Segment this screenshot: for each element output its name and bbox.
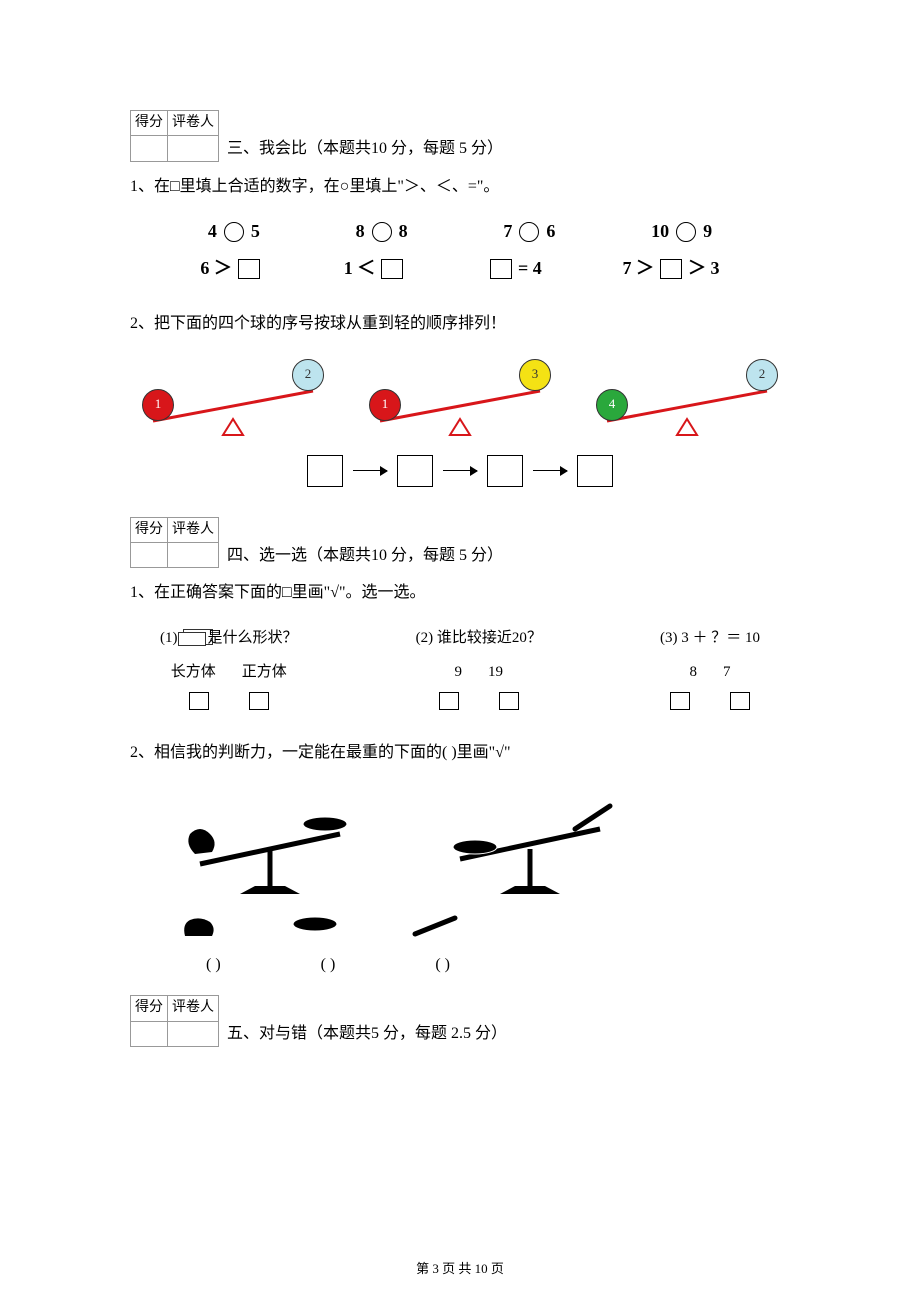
- answer-square[interactable]: [189, 692, 209, 710]
- s4-q2-text: 2、相信我的判断力，一定能在最重的下面的( )里画"√": [130, 740, 790, 766]
- cmp-val: 10: [651, 217, 669, 246]
- score-header: 得分: [131, 517, 168, 542]
- score-cell[interactable]: [131, 1021, 168, 1046]
- seesaw: 1 3: [365, 357, 555, 437]
- order-answer-boxes: [130, 455, 790, 487]
- arrow-icon: [533, 470, 567, 472]
- choice-option: 19: [488, 660, 503, 684]
- section-5-title: 五、对与错（本题共5 分，每题 2.5 分）: [227, 1021, 507, 1047]
- answer-paren[interactable]: ( ): [206, 952, 221, 978]
- choice-label: (1): [160, 630, 178, 646]
- paren-row: ( ) ( ) ( ): [206, 952, 790, 978]
- section-5-header: 得分评卷人 五、对与错（本题共5 分，每题 2.5 分）: [130, 995, 790, 1047]
- cmp-val: 1 ＜: [344, 254, 376, 283]
- grader-cell[interactable]: [168, 542, 219, 567]
- answer-circle[interactable]: [372, 222, 392, 242]
- order-box[interactable]: [487, 455, 523, 487]
- score-box: 得分评卷人: [130, 517, 219, 569]
- cuboid-icon: [178, 632, 206, 646]
- cmp-val: 6: [546, 217, 555, 246]
- answer-square[interactable]: [381, 259, 403, 279]
- choice-option: 长方体: [171, 660, 216, 684]
- choice-question: 谁比较接近20？: [437, 630, 542, 646]
- answer-paren[interactable]: ( ): [435, 952, 450, 978]
- arrow-icon: [443, 470, 477, 472]
- grader-cell[interactable]: [168, 136, 219, 161]
- answer-circle[interactable]: [519, 222, 539, 242]
- pen-icon: [410, 914, 460, 939]
- cmp-val: 7: [503, 217, 512, 246]
- bag-icon: [180, 914, 220, 944]
- score-header: 得分: [131, 111, 168, 136]
- seesaw-row: 1 2 1 3 4 2: [138, 357, 782, 437]
- cmp-row-1: 4 5 8 8 7 6 10 9: [160, 217, 760, 246]
- answer-square[interactable]: [249, 692, 269, 710]
- order-box[interactable]: [307, 455, 343, 487]
- cmp-val: = 4: [518, 254, 542, 283]
- choice-option: 7: [723, 660, 731, 684]
- answer-circle[interactable]: [676, 222, 696, 242]
- choice-question: 是什么形状？: [208, 630, 298, 646]
- cmp-val: 4: [208, 217, 217, 246]
- s3-q1-text: 1、在□里填上合适的数字，在○里填上"＞、＜、="。: [130, 174, 790, 200]
- page-footer: 第 3 页 共 10 页: [0, 1259, 920, 1280]
- section-3-title: 三、我会比（本题共10 分，每题 5 分）: [227, 136, 503, 162]
- grader-header: 评卷人: [168, 996, 219, 1021]
- answer-square[interactable]: [490, 259, 512, 279]
- seesaw: 4 2: [592, 357, 782, 437]
- section-4-title: 四、选一选（本题共10 分，每题 5 分）: [227, 543, 503, 569]
- order-box[interactable]: [397, 455, 433, 487]
- s3-q2-text: 2、把下面的四个球的序号按球从重到轻的顺序排列！: [130, 311, 790, 337]
- seesaw: 1 2: [138, 357, 328, 437]
- answer-square[interactable]: [499, 692, 519, 710]
- grader-cell[interactable]: [168, 1021, 219, 1046]
- answer-square[interactable]: [439, 692, 459, 710]
- cmp-val: ＞ 3: [688, 254, 720, 283]
- cmp-val: 8: [399, 217, 408, 246]
- cmp-val: 8: [356, 217, 365, 246]
- score-cell[interactable]: [131, 542, 168, 567]
- choice-item-3: (3) 3 ＋ ？＝ 10 8 7: [660, 626, 760, 710]
- comparison-block: 4 5 8 8 7 6 10 9 6 ＞ 1 ＜ = 4 7 ＞ ＞ 3: [130, 217, 790, 283]
- score-header: 得分: [131, 996, 168, 1021]
- scale-scene: [170, 784, 760, 904]
- choice-label: (3): [660, 630, 678, 646]
- balance-scale-1-icon: [170, 794, 370, 904]
- cmp-row-2: 6 ＞ 1 ＜ = 4 7 ＞ ＞ 3: [160, 254, 760, 283]
- score-box: 得分评卷人: [130, 995, 219, 1047]
- choice-wrap: (1) 是什么形状？ 长方体 正方体 (2) 谁比较接近20？ 9 19 (3) 3 …: [160, 626, 760, 710]
- answer-paren[interactable]: ( ): [321, 952, 336, 978]
- score-cell[interactable]: [131, 136, 168, 161]
- score-box: 得分评卷人: [130, 110, 219, 162]
- order-box[interactable]: [577, 455, 613, 487]
- section-4-header: 得分评卷人 四、选一选（本题共10 分，每题 5 分）: [130, 517, 790, 569]
- answer-circle[interactable]: [224, 222, 244, 242]
- choice-item-1: (1) 是什么形状？ 长方体 正方体: [160, 626, 298, 710]
- choice-item-2: (2) 谁比较接近20？ 9 19: [416, 626, 542, 710]
- choice-option: 正方体: [242, 660, 287, 684]
- s4-q1-text: 1、在正确答案下面的□里画"√"。选一选。: [130, 580, 790, 606]
- eraser-icon: [290, 914, 340, 934]
- objects-row: [180, 914, 790, 944]
- answer-square[interactable]: [670, 692, 690, 710]
- answer-square[interactable]: [660, 259, 682, 279]
- cmp-val: 9: [703, 217, 712, 246]
- choice-question: 3 ＋ ？＝ 10: [681, 630, 760, 646]
- cmp-val: 6 ＞: [200, 254, 232, 283]
- choice-label: (2): [416, 630, 434, 646]
- arrow-icon: [353, 470, 387, 472]
- answer-square[interactable]: [238, 259, 260, 279]
- cmp-val: 5: [251, 217, 260, 246]
- section-3-header: 得分评卷人 三、我会比（本题共10 分，每题 5 分）: [130, 110, 790, 162]
- choice-option: 9: [454, 660, 462, 684]
- cmp-val: 7 ＞: [623, 254, 655, 283]
- grader-header: 评卷人: [168, 517, 219, 542]
- grader-header: 评卷人: [168, 111, 219, 136]
- balance-scale-2-icon: [430, 794, 630, 904]
- choice-option: 8: [689, 660, 697, 684]
- answer-square[interactable]: [730, 692, 750, 710]
